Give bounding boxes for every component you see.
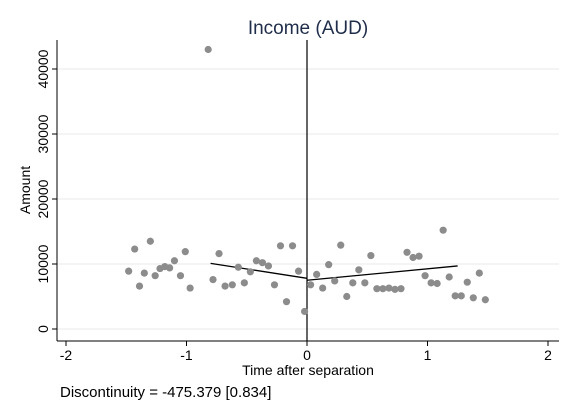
x-tick-label: 1 <box>424 347 432 363</box>
y-tick-label: 30000 <box>35 114 51 153</box>
data-point <box>433 279 441 288</box>
data-point <box>181 248 189 256</box>
discontinuity-note: Discontinuity = -475.379 [0.834] <box>60 384 271 401</box>
y-tick-label: 40000 <box>35 49 51 88</box>
data-point <box>307 281 315 289</box>
data-point <box>270 281 279 289</box>
data-point <box>361 279 369 287</box>
data-point <box>463 278 471 286</box>
data-point <box>176 272 185 280</box>
data-point <box>204 45 212 54</box>
data-point <box>170 257 179 265</box>
data-point <box>409 253 417 262</box>
data-point <box>151 272 159 280</box>
data-point <box>166 264 174 272</box>
x-tick-label: -1 <box>180 347 193 363</box>
data-point <box>451 292 459 300</box>
data-point <box>258 259 267 267</box>
data-point <box>288 242 297 250</box>
chart-title: Income (AUD) <box>248 18 368 39</box>
x-axis-label: Time after separation <box>242 362 374 378</box>
fit-line <box>306 265 458 281</box>
data-point <box>135 282 144 290</box>
data-point <box>445 273 453 281</box>
fit-line <box>210 262 308 279</box>
y-tick-label: 0 <box>35 325 51 333</box>
data-point <box>331 277 339 285</box>
data-point <box>234 263 242 271</box>
data-point <box>140 269 148 277</box>
y-axis-label: Amount <box>17 166 33 214</box>
data-point <box>337 241 345 249</box>
data-point <box>457 292 465 300</box>
data-point <box>252 257 260 265</box>
data-point <box>325 261 333 269</box>
data-point <box>282 298 291 306</box>
y-tick-label: 20000 <box>35 179 51 218</box>
data-point <box>215 250 223 258</box>
data-point <box>209 276 217 284</box>
x-ticks: -2 -1 0 1 2 <box>60 341 552 363</box>
data-point <box>475 269 483 277</box>
data-point <box>131 245 139 253</box>
data-point <box>373 285 381 293</box>
data-point <box>300 307 309 316</box>
data-point <box>313 270 321 278</box>
data-point <box>246 268 254 276</box>
data-point <box>469 294 477 302</box>
data-point <box>294 267 303 275</box>
data-point <box>427 279 435 287</box>
data-point <box>146 237 154 245</box>
data-point <box>125 267 133 275</box>
y-ticks: 0 10000 20000 30000 40000 <box>35 49 57 333</box>
data-point <box>421 272 429 280</box>
data-point <box>403 248 411 256</box>
data-points <box>125 45 489 316</box>
data-point <box>355 266 363 274</box>
data-point <box>391 285 399 293</box>
data-point <box>343 292 351 301</box>
data-point <box>379 285 387 293</box>
data-point <box>319 284 327 292</box>
data-point <box>415 252 423 260</box>
axes <box>56 40 559 342</box>
data-point <box>349 279 357 287</box>
data-point <box>481 296 489 304</box>
fit-lines <box>210 262 458 281</box>
x-tick-label: 0 <box>303 347 311 363</box>
grid-lines <box>57 68 559 330</box>
x-tick-label: -2 <box>60 347 73 363</box>
data-point <box>228 281 236 289</box>
data-point <box>385 284 393 292</box>
data-point <box>397 285 405 293</box>
y-tick-label: 10000 <box>35 244 51 283</box>
data-point <box>221 282 229 290</box>
data-point <box>240 279 248 287</box>
data-point <box>186 284 194 292</box>
x-tick-label: 2 <box>544 347 552 363</box>
data-point <box>367 251 375 260</box>
data-point <box>276 242 285 250</box>
data-point <box>264 262 273 270</box>
data-point <box>439 226 447 234</box>
